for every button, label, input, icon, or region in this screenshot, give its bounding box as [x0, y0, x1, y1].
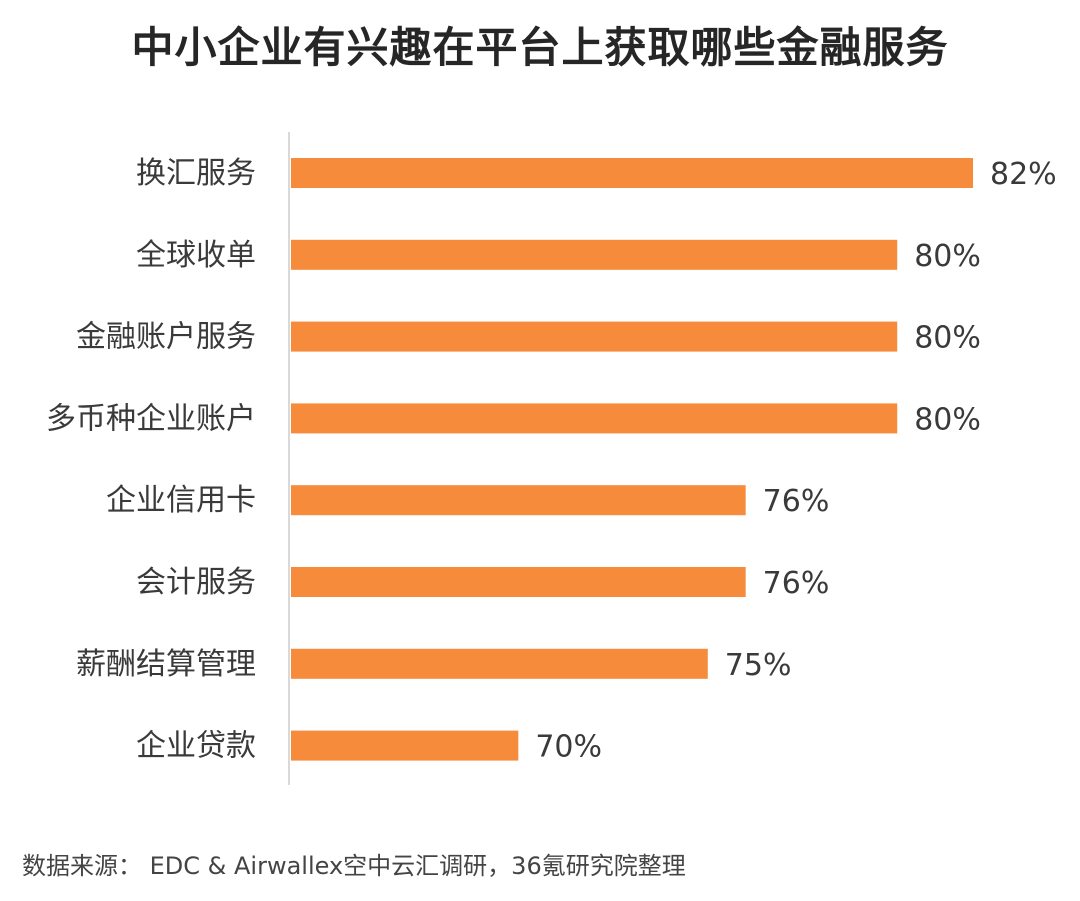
chart-title: 中小企业有兴趣在平台上获取哪些金融服务 [131, 23, 949, 72]
bar-2 [291, 239, 898, 270]
bar-5 [291, 485, 746, 516]
category-label-5: 企业信用卡 [106, 483, 256, 518]
category-label-4: 多币种企业账户 [46, 401, 256, 436]
data-label-1: 82% [990, 157, 1057, 192]
data-label-2: 80% [914, 239, 981, 274]
category-label-3: 金融账户服务 [76, 320, 256, 355]
category-label-7: 薪酬结算管理 [76, 647, 256, 682]
data-label-8: 70% [535, 730, 602, 765]
bar-3 [291, 321, 898, 352]
bar-8 [291, 730, 519, 761]
bar-7 [291, 648, 708, 679]
data-label-7: 75% [725, 648, 792, 683]
bar-1 [291, 158, 973, 188]
bar-4 [291, 403, 898, 434]
category-label-8: 企业贷款 [136, 729, 256, 764]
category-label-2: 全球收单 [136, 238, 256, 273]
data-label-3: 80% [914, 321, 981, 356]
category-label-6: 会计服务 [136, 565, 256, 600]
category-label-1: 换汇服务 [136, 156, 256, 191]
data-label-5: 76% [763, 484, 830, 519]
data-label-4: 80% [914, 402, 981, 437]
data-source-note: 数据来源： EDC & Airwallex空中云汇调研，36氪研究院整理 [22, 852, 686, 880]
data-label-6: 76% [763, 566, 830, 601]
bar-6 [291, 567, 746, 597]
